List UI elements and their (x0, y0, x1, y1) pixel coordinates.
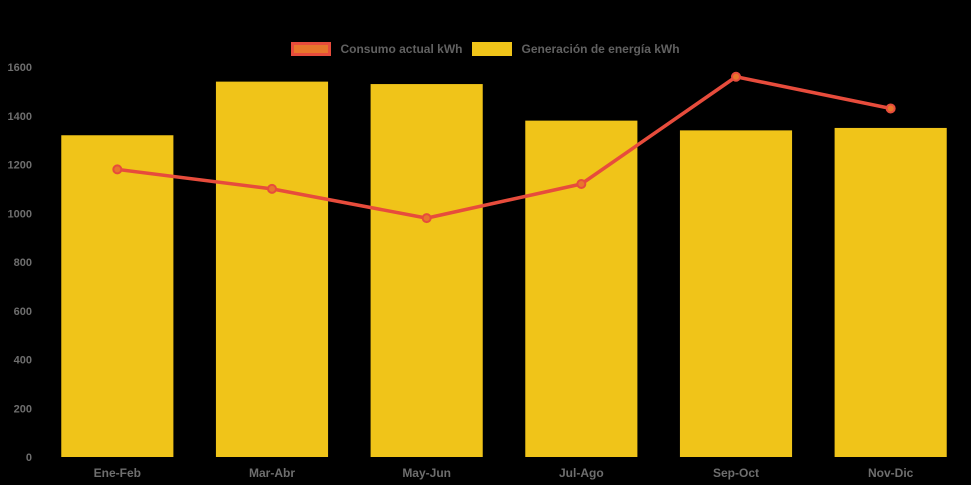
x-tick-label-jul-ago: Jul-Ago (559, 466, 604, 480)
y-tick-label-1000: 1000 (8, 208, 32, 220)
line-series-swatch-icon (291, 42, 332, 56)
line-point-jul-ago[interactable] (576, 179, 587, 189)
x-tick-label-mar-abr: Mar-Abr (249, 466, 295, 480)
bar-mar-abr[interactable] (215, 81, 329, 457)
y-tick-label-600: 600 (14, 306, 32, 318)
x-tick-label-nov-dic: Nov-Dic (868, 466, 914, 480)
line-point-mar-abr[interactable] (267, 183, 277, 194)
y-tick-label-1400: 1400 (8, 111, 32, 123)
line-point-may-jun[interactable] (421, 213, 432, 224)
y-tick-label-800: 800 (14, 257, 32, 269)
legend-label-consumo-actual: Consumo actual kWh (340, 42, 463, 56)
x-tick-label-sep-oct: Sep-Oct (713, 466, 759, 480)
line-point-ene-feb[interactable] (112, 164, 123, 175)
y-tick-label-200: 200 (14, 403, 32, 415)
y-tick-label-400: 400 (14, 355, 32, 367)
bar-jul-ago[interactable] (525, 120, 638, 457)
bar-series-swatch-icon (472, 42, 513, 56)
bar-may-jun[interactable] (370, 84, 483, 457)
line-point-sep-oct[interactable] (731, 71, 741, 82)
bar-sep-oct[interactable] (679, 130, 793, 457)
bar-ene-feb[interactable] (61, 135, 174, 457)
bar-nov-dic[interactable] (834, 127, 947, 457)
legend-item-generacion-energia[interactable]: Generación de energía kWh (472, 42, 680, 56)
x-tick-label-ene-feb: Ene-Feb (94, 466, 141, 480)
consumption-line (115, 75, 893, 220)
legend-item-consumo-actual[interactable]: Consumo actual kWh (291, 42, 462, 56)
legend-label-generacion-energia: Generación de energía kWh (521, 42, 680, 56)
x-tick-label-may-jun: May-Jun (402, 466, 451, 480)
line-point-nov-dic[interactable] (885, 103, 896, 114)
y-tick-label-1600: 1600 (8, 62, 32, 74)
y-tick-label-0: 0 (26, 452, 32, 464)
y-tick-label-1200: 1200 (8, 160, 32, 172)
chart-legend: Consumo actual kWh Generación de energía… (0, 42, 971, 56)
